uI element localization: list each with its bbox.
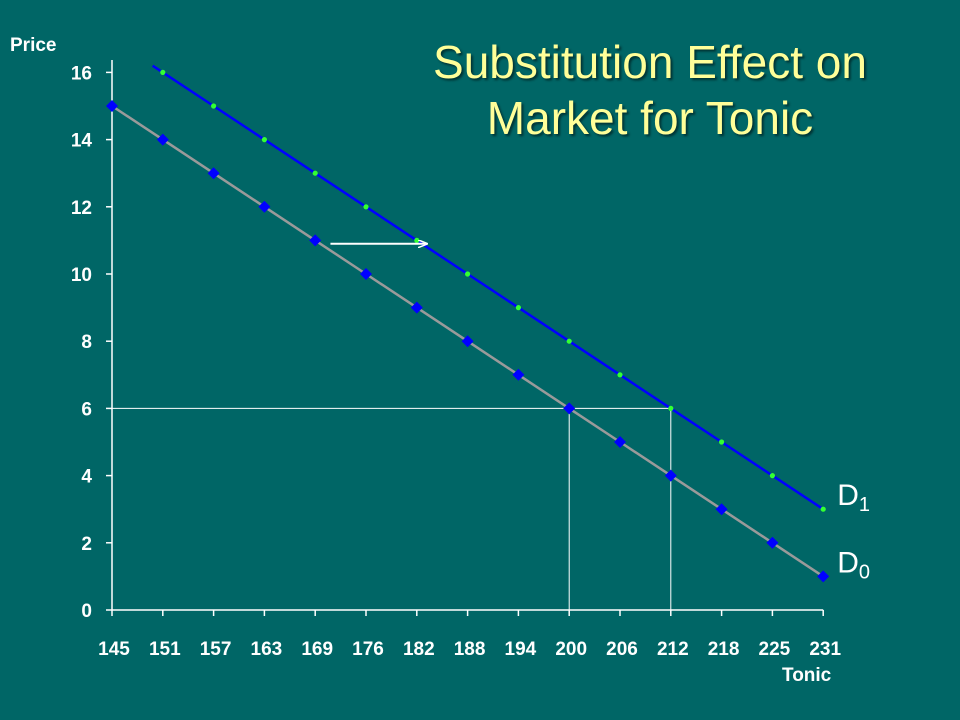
data-point-d0 bbox=[563, 402, 576, 415]
data-point-d1 bbox=[211, 103, 217, 109]
y-tick-label: 6 bbox=[81, 399, 92, 420]
data-point-d1 bbox=[820, 506, 826, 512]
y-tick-label: 14 bbox=[71, 131, 93, 152]
y-axis-title: Price bbox=[10, 35, 56, 56]
data-point-d1 bbox=[363, 204, 369, 210]
data-point-d0 bbox=[309, 234, 322, 247]
data-point-d0 bbox=[461, 335, 474, 348]
data-point-d0 bbox=[664, 469, 677, 482]
data-point-d0 bbox=[715, 503, 728, 516]
x-axis-title: Tonic bbox=[782, 665, 832, 686]
curve-label-subscript: 0 bbox=[859, 561, 870, 583]
series-d0: D0 bbox=[106, 100, 870, 583]
x-tick-label: 212 bbox=[657, 639, 689, 660]
y-tick-label: 12 bbox=[71, 198, 92, 219]
data-point-d1 bbox=[515, 305, 522, 311]
series-d1: D1 bbox=[151, 64, 870, 516]
x-tick-label: 182 bbox=[403, 639, 435, 660]
guide-lines bbox=[112, 407, 672, 610]
y-tick-label: 4 bbox=[81, 467, 92, 488]
data-point-d0 bbox=[207, 167, 220, 180]
data-point-d1 bbox=[617, 372, 623, 378]
data-point-d1 bbox=[566, 338, 572, 344]
slide-title: Substitution Effect on Market for Tonic bbox=[380, 34, 920, 146]
data-point-d0 bbox=[258, 200, 271, 213]
x-tick-label: 225 bbox=[759, 639, 791, 660]
data-point-d1 bbox=[769, 473, 776, 479]
data-point-d1 bbox=[465, 271, 471, 277]
data-point-d1 bbox=[719, 439, 725, 445]
data-point-d1 bbox=[668, 405, 674, 411]
x-tick-label: 231 bbox=[809, 639, 841, 660]
slide-title-line-2: Market for Tonic bbox=[486, 92, 814, 144]
x-tick-label: 194 bbox=[505, 639, 537, 660]
axes: 0 2 4 6 8 10 12 14 16 145 151 157 163 169 176 182 188 194… bbox=[71, 60, 841, 660]
x-tick-label: 145 bbox=[98, 639, 130, 660]
data-point-d0 bbox=[410, 301, 423, 314]
slide-title-line-1: Substitution Effect on bbox=[433, 36, 867, 88]
x-tick-label: 176 bbox=[352, 639, 384, 660]
x-tick-label: 157 bbox=[200, 639, 232, 660]
data-point-d0 bbox=[817, 570, 830, 583]
data-point-d0 bbox=[360, 268, 372, 280]
curve-label-letter: D bbox=[837, 479, 859, 512]
y-tick-label: 8 bbox=[81, 332, 92, 353]
y-tick-label: 16 bbox=[71, 63, 92, 84]
curve-label-d1: D1 bbox=[837, 479, 870, 516]
y-tick-label: 2 bbox=[81, 534, 92, 555]
data-point-d1 bbox=[160, 69, 166, 75]
data-point-d0 bbox=[156, 133, 169, 146]
x-tick-label: 163 bbox=[251, 639, 283, 660]
x-tick-label: 188 bbox=[454, 639, 486, 660]
curve-label-letter: D bbox=[837, 546, 859, 579]
x-tick-label: 206 bbox=[606, 639, 638, 660]
x-tick-label: 169 bbox=[301, 639, 333, 660]
x-tick-label: 200 bbox=[555, 639, 587, 660]
x-tick-label: 151 bbox=[149, 639, 181, 660]
data-point-d1 bbox=[414, 237, 420, 243]
data-point-d0 bbox=[614, 436, 626, 448]
y-tick-label: 0 bbox=[81, 601, 92, 622]
data-point-d0 bbox=[512, 368, 525, 381]
data-point-d1 bbox=[312, 170, 318, 176]
data-point-d1 bbox=[261, 137, 267, 143]
data-point-d0 bbox=[766, 536, 779, 549]
y-tick-label: 10 bbox=[71, 265, 92, 286]
curve-label-subscript: 1 bbox=[859, 494, 870, 516]
data-point-d0 bbox=[106, 100, 118, 112]
x-tick-label: 218 bbox=[708, 639, 740, 660]
curve-label-d0: D0 bbox=[837, 546, 870, 583]
